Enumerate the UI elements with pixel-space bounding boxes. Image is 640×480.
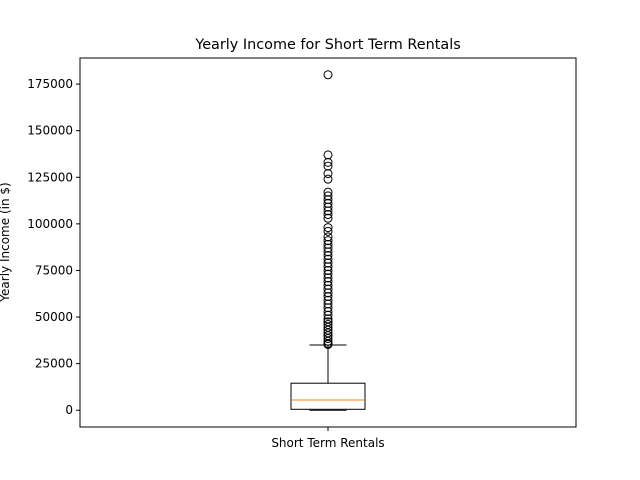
outlier-point <box>323 254 333 264</box>
outlier-point <box>323 258 333 268</box>
outlier-point <box>323 262 333 272</box>
outlier-point <box>323 191 333 201</box>
x-tick-label: Short Term Rentals <box>271 436 384 450</box>
outlier-point <box>323 339 333 349</box>
chart-title: Yearly Income for Short Term Rentals <box>194 37 460 53</box>
outlier-point <box>323 195 333 205</box>
y-tick-label: 75000 <box>35 263 73 277</box>
outlier-point <box>323 223 333 233</box>
outlier-point <box>323 198 333 208</box>
y-tick-label: 0 <box>65 403 73 417</box>
outlier-point <box>323 243 333 253</box>
outlier-point <box>323 292 333 302</box>
outlier-point <box>323 161 333 171</box>
outlier-point <box>323 333 333 343</box>
y-tick-label: 125000 <box>27 170 73 184</box>
outlier-point <box>323 299 333 309</box>
outlier-point <box>323 210 333 220</box>
y-tick-label: 100000 <box>27 217 73 231</box>
outlier-point <box>323 247 333 257</box>
outlier-point <box>323 273 333 283</box>
outlier-point <box>323 295 333 305</box>
outlier-point <box>323 70 333 80</box>
y-tick-label: 150000 <box>27 124 73 138</box>
outlier-group <box>323 70 333 349</box>
outlier-point <box>323 269 333 279</box>
plot-area-frame <box>79 57 577 428</box>
box-group <box>290 344 366 411</box>
iqr-box <box>290 382 366 410</box>
outlier-point <box>323 239 333 249</box>
outlier-point <box>323 174 333 184</box>
outlier-point <box>323 150 333 160</box>
outlier-point <box>323 265 333 275</box>
outlier-point <box>323 336 333 346</box>
outlier-point <box>323 310 333 320</box>
outlier-point <box>323 288 333 298</box>
outlier-point <box>323 157 333 167</box>
outlier-point <box>323 202 333 212</box>
outlier-point <box>323 232 333 242</box>
outlier-point <box>323 251 333 261</box>
y-tick-label: 50000 <box>35 310 73 324</box>
outlier-point <box>323 303 333 313</box>
outlier-point <box>323 206 333 216</box>
y-tick-label: 175000 <box>27 77 73 91</box>
outlier-point <box>323 284 333 294</box>
outlier-point <box>323 280 333 290</box>
y-axis-label: Yearly Income (in $) <box>0 182 12 302</box>
outlier-point <box>323 187 333 197</box>
outlier-point <box>323 236 333 246</box>
outlier-point <box>323 306 333 316</box>
outlier-point <box>323 226 333 236</box>
y-tick-label: 25000 <box>35 357 73 371</box>
outlier-point <box>323 169 333 179</box>
x-axis-ticks: Short Term Rentals <box>271 427 385 450</box>
y-axis-ticks: 0 25000 50000 75000 100000 125000 150000 175000 <box>27 77 80 417</box>
outlier-point <box>323 213 333 223</box>
outlier-point <box>323 277 333 287</box>
